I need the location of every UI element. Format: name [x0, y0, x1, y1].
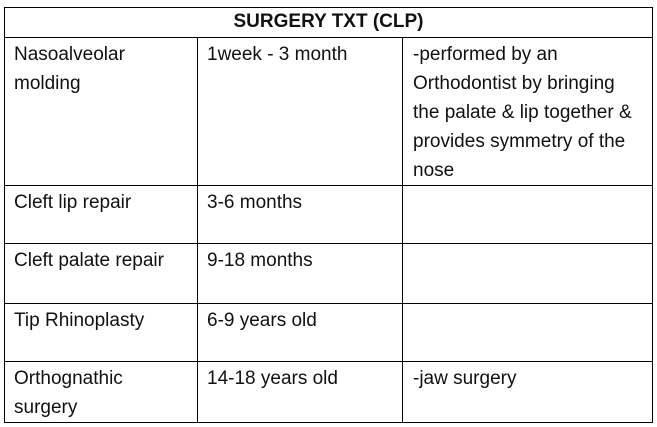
- procedure-cell: Nasoalveolar molding: [4, 37, 198, 186]
- table-row: Orthognathic surgery 14-18 years old -ja…: [4, 361, 654, 423]
- notes-cell: -performed by an Orthodontist by bringin…: [401, 37, 654, 186]
- procedure-cell: Orthognathic surgery: [4, 361, 198, 423]
- timing-cell: 14-18 years old: [197, 361, 403, 423]
- timing-cell: 3-6 months: [197, 185, 403, 244]
- timing-cell: 6-9 years old: [197, 303, 403, 362]
- timing-cell: 1week - 3 month: [197, 37, 403, 186]
- table-row: Tip Rhinoplasty 6-9 years old: [4, 303, 654, 362]
- procedure-cell: Tip Rhinoplasty: [4, 303, 198, 362]
- notes-cell: [401, 185, 654, 244]
- notes-cell: -jaw surgery: [401, 361, 654, 423]
- table-title-row: SURGERY TXT (CLP): [3, 7, 654, 38]
- notes-cell: [401, 243, 654, 304]
- timing-cell: 9-18 months: [197, 243, 403, 304]
- notes-cell: [401, 303, 654, 362]
- procedure-cell: Cleft palate repair: [4, 243, 198, 304]
- table-row: Cleft lip repair 3-6 months: [4, 185, 654, 244]
- surgery-table: SURGERY TXT (CLP) Nasoalveolar molding 1…: [3, 7, 654, 423]
- table-row: Cleft palate repair 9-18 months: [4, 243, 654, 304]
- table-row: Nasoalveolar molding 1week - 3 month -pe…: [4, 37, 654, 186]
- table-title: SURGERY TXT (CLP): [3, 7, 654, 38]
- procedure-cell: Cleft lip repair: [4, 185, 198, 244]
